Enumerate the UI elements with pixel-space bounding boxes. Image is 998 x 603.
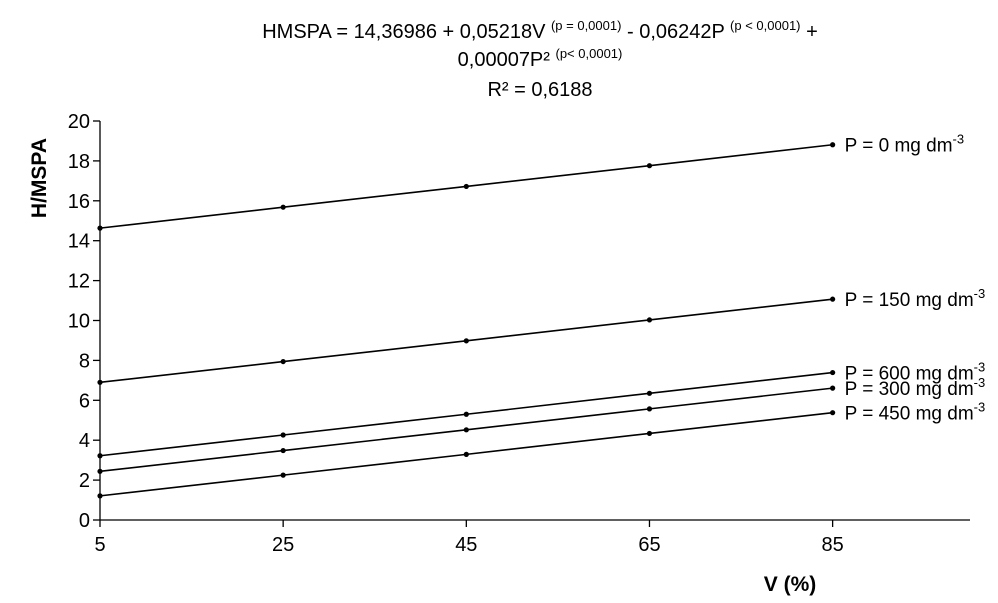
x-tick-label: 5 (94, 534, 105, 556)
data-point (463, 411, 469, 417)
series-label: P = 450 mg dm-3 (845, 400, 986, 425)
data-point (97, 468, 103, 474)
y-ticks: 0 2 4 6 8 10 12 14 16 18 20 (68, 111, 100, 532)
data-point (830, 385, 836, 391)
data-point (463, 338, 469, 344)
chart-title-line-3: R² = 0,6188 (487, 79, 592, 101)
title-segment: HMSPA = 14,36986 + 0,05218V (262, 21, 551, 43)
series-label: P = 150 mg dm-3 (845, 286, 986, 311)
series-4: P = 450 mg dm-3 (97, 400, 985, 499)
data-point (646, 317, 653, 323)
data-point (97, 379, 103, 385)
data-point (463, 427, 469, 433)
series-label-text: P = 300 mg dm (845, 379, 974, 400)
series-label: P = 600 mg dm-3 (845, 360, 986, 385)
data-point (830, 369, 836, 376)
y-axis-title: H/MSPA (28, 138, 51, 218)
title-segment: + (801, 21, 818, 43)
data-point (280, 358, 286, 365)
series-label-text: P = 600 mg dm (845, 364, 974, 385)
title-segment: (p < 0,0001) (730, 18, 800, 33)
data-point (280, 204, 286, 210)
title-segment: 0,00007P² (458, 49, 556, 71)
y-tick-label: 20 (68, 111, 90, 133)
y-tick-label: 14 (68, 231, 90, 253)
series-label-text: P = 150 mg dm (845, 290, 974, 311)
y-tick-label: 0 (79, 510, 90, 532)
series-label-exponent: -3 (974, 360, 986, 375)
series-label-exponent: -3 (974, 375, 986, 390)
data-point (646, 390, 653, 396)
data-point (646, 406, 653, 412)
data-point (280, 472, 286, 478)
series-group: P = 0 mg dm-3P = 150 mg dm-3P = 600 mg d… (97, 132, 985, 499)
data-point (97, 225, 103, 231)
chart-title-line-1: HMSPA = 14,36986 + 0,05218V (p = 0,0001)… (262, 18, 818, 43)
data-point (463, 183, 469, 190)
series-2: P = 600 mg dm-3 (97, 360, 985, 459)
x-axis-title: V (%) (764, 573, 817, 596)
series-label-text: P = 0 mg dm (845, 136, 953, 157)
series-0: P = 0 mg dm-3 (97, 132, 964, 231)
data-point (830, 410, 836, 416)
y-tick-label: 4 (79, 430, 90, 452)
y-tick-label: 8 (79, 350, 90, 372)
data-point (830, 296, 836, 302)
data-point (463, 451, 469, 457)
y-tick-label: 2 (79, 470, 90, 492)
x-tick-label: 45 (455, 534, 477, 556)
data-point (97, 453, 103, 459)
chart-title: HMSPA = 14,36986 + 0,05218V (p = 0,0001)… (262, 18, 818, 101)
x-tick-label: 85 (822, 534, 844, 556)
series-label-exponent: -3 (953, 132, 965, 147)
data-point (830, 142, 836, 148)
x-ticks: 5 25 45 65 85 (94, 520, 844, 556)
chart-title-line-2: 0,00007P² (p< 0,0001) (458, 46, 623, 71)
x-tick-label: 25 (272, 534, 294, 556)
y-tick-label: 18 (68, 151, 90, 173)
series-1: P = 150 mg dm-3 (97, 286, 985, 385)
data-point (646, 163, 653, 169)
series-3: P = 300 mg dm-3 (97, 375, 985, 474)
data-point (280, 447, 286, 454)
y-tick-label: 6 (79, 390, 90, 412)
series-label-exponent: -3 (974, 400, 986, 415)
data-point (280, 432, 286, 438)
title-segment: (p = 0,0001) (551, 18, 621, 33)
data-point (646, 430, 653, 437)
series-label: P = 300 mg dm-3 (845, 375, 986, 400)
title-segment: - 0,06242P (621, 21, 730, 43)
title-segment: (p< 0,0001) (556, 46, 623, 61)
x-tick-label: 65 (638, 534, 660, 556)
y-tick-label: 10 (68, 311, 90, 333)
data-point (97, 493, 103, 499)
y-tick-label: 12 (68, 271, 90, 293)
y-tick-label: 16 (68, 191, 90, 213)
axes (99, 121, 970, 521)
series-label: P = 0 mg dm-3 (845, 132, 964, 157)
series-label-text: P = 450 mg dm (845, 404, 974, 425)
series-label-exponent: -3 (974, 286, 986, 301)
